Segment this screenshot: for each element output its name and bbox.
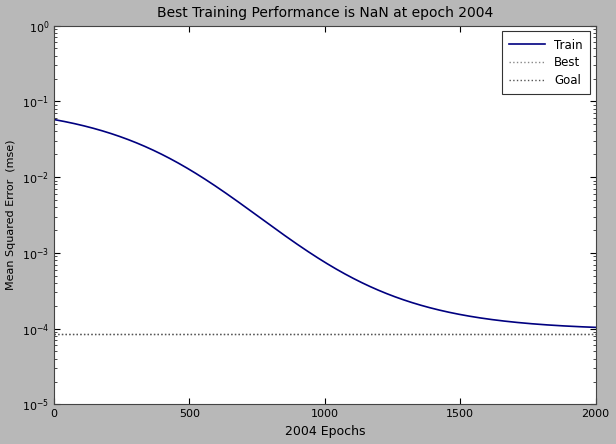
Train	[112, 132, 120, 138]
Train	[282, 233, 289, 238]
Title: Best Training Performance is NaN at epoch 2004: Best Training Performance is NaN at epoc…	[156, 6, 493, 20]
X-axis label: 2004 Epochs: 2004 Epochs	[285, 425, 365, 438]
Train	[523, 321, 530, 326]
Y-axis label: Mean Squared Error  (mse): Mean Squared Error (mse)	[6, 140, 16, 290]
Best	[51, 331, 58, 337]
Goal	[51, 331, 58, 337]
Train	[592, 325, 599, 330]
Legend: Train, Best, Goal: Train, Best, Goal	[502, 32, 590, 94]
Line: Train: Train	[54, 119, 596, 327]
Train	[258, 216, 265, 222]
Train	[51, 117, 58, 122]
Best	[51, 331, 58, 337]
Train	[144, 145, 152, 151]
Train	[582, 324, 589, 329]
Goal	[51, 331, 58, 337]
